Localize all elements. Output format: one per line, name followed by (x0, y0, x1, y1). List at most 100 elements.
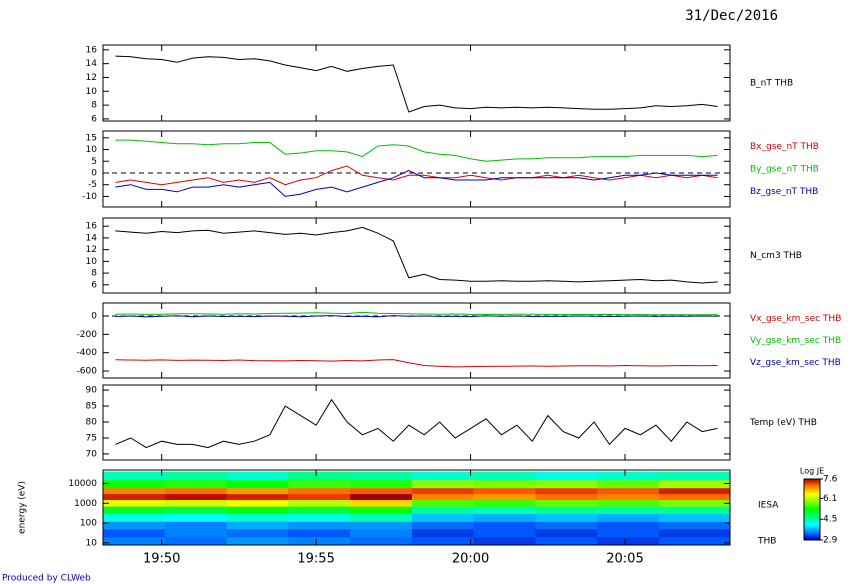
heatmap-cell (164, 479, 227, 489)
heatmap-cell (658, 529, 731, 538)
spacecraft-label: THB (757, 537, 776, 547)
y-tick-label: 1000 (74, 499, 97, 509)
heatmap-cell (597, 506, 660, 514)
heatmap-cell (535, 521, 598, 530)
y-tick-label: 75 (86, 433, 97, 443)
heatmap-cell (473, 499, 536, 507)
heatmap-cell (535, 487, 598, 495)
panel-frame (102, 469, 731, 546)
heatmap-cell (411, 529, 474, 538)
y-tick-label: -5 (88, 180, 97, 190)
heatmap-cell (658, 536, 731, 546)
heatmap-cell (350, 493, 413, 501)
series-line (115, 398, 718, 449)
heatmap-cell (597, 529, 660, 538)
heatmap-cell (411, 536, 474, 546)
heatmap-cell (411, 487, 474, 495)
series-line (115, 359, 718, 368)
heatmap-cell (288, 499, 351, 507)
legend-label: N_cm3 THB (750, 251, 802, 261)
heatmap-cell (226, 479, 289, 489)
heatmap-cell (658, 521, 731, 530)
x-tick-label: 19:50 (143, 552, 180, 567)
y-tick-label: 90 (86, 386, 98, 396)
heatmap-cell (103, 471, 166, 481)
heatmap-cell (535, 536, 598, 546)
y-tick-label: 14 (86, 233, 98, 243)
heatmap-cell (411, 499, 474, 507)
heatmap-cell (411, 506, 474, 514)
heatmap-cell (288, 513, 351, 522)
heatmap-cell (350, 513, 413, 522)
heatmap-cell (535, 513, 598, 522)
y-tick-label: -200 (77, 330, 98, 340)
heatmap-cell (103, 499, 166, 507)
y-tick-label: 16 (86, 45, 98, 55)
series-line (115, 55, 718, 113)
heatmap-cell (411, 479, 474, 489)
heatmap-cell (658, 471, 731, 481)
y-tick-label: 10 (86, 87, 98, 97)
heatmap-cell (535, 471, 598, 481)
heatmap-cell (473, 529, 536, 538)
y-tick-label: -10 (82, 192, 97, 202)
heatmap-cell (103, 487, 166, 495)
y-tick-label: -600 (77, 367, 98, 377)
y-tick-label: 8 (91, 269, 97, 279)
instrument-label: IESA (758, 501, 779, 511)
heatmap-cell (164, 521, 227, 530)
y-tick-label: 6 (91, 114, 97, 124)
heatmap-cell (658, 479, 731, 489)
heatmap-cell (411, 513, 474, 522)
heatmap-cell (288, 479, 351, 489)
y-tick-label: 12 (86, 245, 97, 255)
y-tick-label: 12 (86, 73, 97, 83)
heatmap-cell (597, 536, 660, 546)
colorbar-tick-label: 2.9 (823, 536, 838, 546)
heatmap-cell (658, 487, 731, 495)
heatmap-cell (350, 506, 413, 514)
legend-label: Vx_gse_km_sec THB (750, 314, 841, 324)
y-tick-label: 10 (86, 145, 98, 155)
heatmap-cell (226, 487, 289, 495)
heatmap-cell (658, 493, 731, 501)
y-tick-label: 10 (86, 538, 98, 548)
heatmap-cell (226, 499, 289, 507)
footer: Produced by CLWeb (2, 574, 91, 584)
heatmap-cell (658, 513, 731, 522)
y-tick-label: 10 (86, 257, 98, 267)
heatmap-cell (164, 536, 227, 546)
heatmap-cell (288, 487, 351, 495)
heatmap-cell (103, 536, 166, 546)
heatmap-cell (350, 499, 413, 507)
heatmap-cell (288, 493, 351, 501)
heatmap-cell (103, 493, 166, 501)
heatmap-cell (350, 487, 413, 495)
x-tick-label: 20:00 (452, 552, 489, 567)
heatmap-cell (226, 529, 289, 538)
heatmap-cell (597, 471, 660, 481)
heatmap-cell (473, 513, 536, 522)
heatmap-cell (164, 499, 227, 507)
heatmap-cell (350, 479, 413, 489)
heatmap-cell (597, 513, 660, 522)
x-tick-label: 19:55 (297, 552, 334, 567)
legend-label: B_nT THB (750, 79, 793, 89)
y-tick-label: 70 (86, 449, 98, 459)
heatmap-cell (473, 471, 536, 481)
y-tick-label: 0 (91, 168, 97, 178)
heatmap-cell (226, 536, 289, 546)
panel-frame (102, 217, 731, 294)
heatmap-cell (535, 529, 598, 538)
legend-label: Bz_gse_nT THB (750, 187, 818, 197)
heatmap-cell (473, 487, 536, 495)
heatmap-cell (226, 493, 289, 501)
heatmap-cell (164, 487, 227, 495)
x-tick-label: 20:05 (606, 552, 643, 567)
y-tick-label: 14 (86, 59, 98, 69)
y-tick-label: 15 (86, 133, 97, 143)
series-line (115, 165, 718, 186)
legend-label: Vy_gse_km_sec THB (750, 336, 841, 346)
heatmap-cell (350, 536, 413, 546)
